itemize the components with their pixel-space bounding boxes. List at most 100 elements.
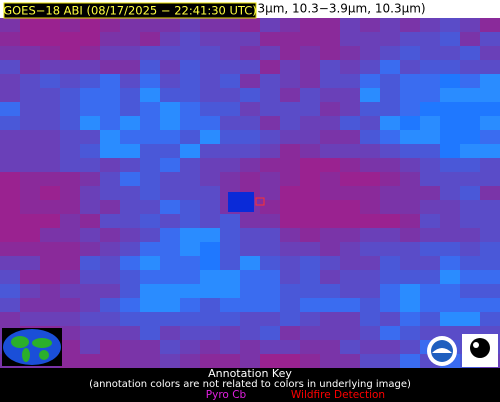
image-block xyxy=(120,102,141,117)
image-block xyxy=(340,130,361,145)
image-block xyxy=(300,102,321,117)
image-block xyxy=(360,354,381,369)
image-block xyxy=(460,214,481,229)
image-block xyxy=(0,242,21,257)
image-block xyxy=(40,270,61,285)
image-block xyxy=(340,144,361,159)
image-block xyxy=(280,60,301,75)
image-block xyxy=(420,88,441,103)
image-block xyxy=(480,32,500,47)
image-block xyxy=(20,88,41,103)
image-block xyxy=(240,60,261,75)
image-block xyxy=(240,284,261,299)
image-block xyxy=(60,32,81,47)
image-block xyxy=(240,88,261,103)
image-block xyxy=(280,340,301,355)
image-block xyxy=(20,312,41,327)
image-block xyxy=(160,228,181,243)
image-block xyxy=(100,46,121,61)
image-block xyxy=(200,46,221,61)
image-block xyxy=(40,214,61,229)
image-block xyxy=(380,284,401,299)
image-block xyxy=(180,270,201,285)
image-block xyxy=(260,312,281,327)
image-block xyxy=(440,158,461,173)
image-block xyxy=(180,18,201,33)
image-block xyxy=(360,284,381,299)
image-block xyxy=(260,74,281,89)
image-block xyxy=(100,18,121,33)
image-block xyxy=(220,214,241,229)
image-block xyxy=(120,228,141,243)
image-block xyxy=(340,200,361,215)
image-block xyxy=(340,18,361,33)
image-block xyxy=(160,186,181,201)
image-block xyxy=(0,284,21,299)
image-block xyxy=(380,186,401,201)
image-block xyxy=(120,46,141,61)
image-block xyxy=(400,60,421,75)
image-block xyxy=(160,256,181,271)
image-block xyxy=(180,88,201,103)
image-block xyxy=(60,46,81,61)
image-block xyxy=(120,214,141,229)
image-block xyxy=(440,18,461,33)
image-block xyxy=(280,228,301,243)
image-block xyxy=(0,228,21,243)
image-block xyxy=(320,172,341,187)
key-item: Pyro Cb xyxy=(206,389,247,401)
image-block xyxy=(360,242,381,257)
image-block xyxy=(300,270,321,285)
image-block xyxy=(100,32,121,47)
image-block xyxy=(400,186,421,201)
image-block xyxy=(200,74,221,89)
image-block xyxy=(0,172,21,187)
image-block xyxy=(180,130,201,145)
image-block xyxy=(360,172,381,187)
image-block xyxy=(100,326,121,341)
timestamp: GOES−18 ABI (08/17/2025 − 22:41:30 UTC) xyxy=(3,4,257,18)
image-block xyxy=(340,46,361,61)
image-block xyxy=(460,88,481,103)
image-block xyxy=(260,158,281,173)
image-block xyxy=(180,144,201,159)
image-block xyxy=(300,242,321,257)
image-block xyxy=(340,74,361,89)
image-block xyxy=(280,116,301,131)
image-block xyxy=(80,144,101,159)
image-block xyxy=(200,172,221,187)
image-block xyxy=(20,186,41,201)
image-block xyxy=(420,312,441,327)
image-block xyxy=(320,298,341,313)
image-block xyxy=(260,172,281,187)
image-block xyxy=(440,312,461,327)
image-block xyxy=(80,256,101,271)
image-block xyxy=(400,200,421,215)
image-block xyxy=(60,270,81,285)
image-block xyxy=(220,354,241,369)
image-block xyxy=(140,186,161,201)
image-block xyxy=(440,214,461,229)
image-block xyxy=(280,284,301,299)
image-block xyxy=(80,354,101,369)
image-block xyxy=(140,354,161,369)
image-block xyxy=(0,102,21,117)
image-block xyxy=(20,298,41,313)
logo-mark xyxy=(473,342,479,348)
image-block xyxy=(240,270,261,285)
image-block xyxy=(60,158,81,173)
image-block xyxy=(480,46,500,61)
image-block xyxy=(80,298,101,313)
image-block xyxy=(280,298,301,313)
image-block xyxy=(60,354,81,369)
image-block xyxy=(260,284,281,299)
image-block xyxy=(0,32,21,47)
image-block xyxy=(200,340,221,355)
image-block xyxy=(460,18,481,33)
image-block xyxy=(340,284,361,299)
image-block xyxy=(400,214,421,229)
image-block xyxy=(440,242,461,257)
image-block xyxy=(320,18,341,33)
image-block xyxy=(40,60,61,75)
